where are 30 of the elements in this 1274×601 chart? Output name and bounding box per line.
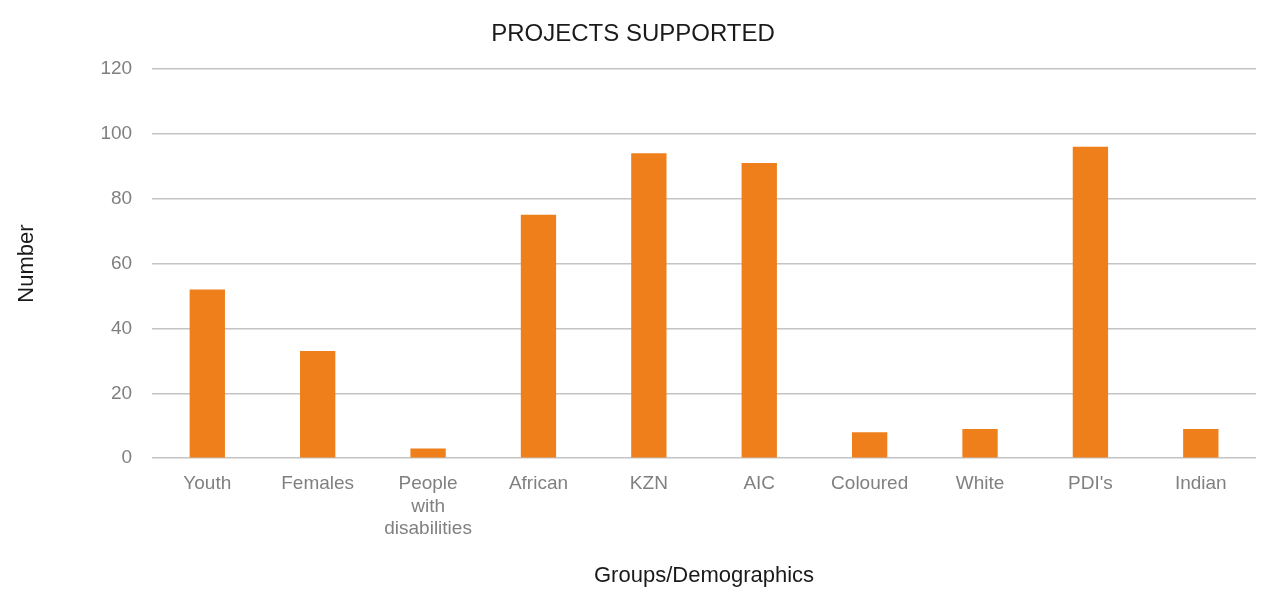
bar: [851, 432, 888, 458]
x-tick-label: KZN: [629, 471, 668, 493]
bar: [410, 448, 446, 458]
bar: [741, 162, 777, 458]
x-tick-label: African: [508, 471, 569, 493]
y-tick-label: 80: [110, 186, 133, 208]
y-tick-label: 20: [110, 381, 133, 403]
x-tick-label: Youth: [183, 471, 232, 493]
x-axis-title: Groups/Demographics: [594, 561, 815, 587]
y-tick-label: 120: [100, 57, 133, 79]
bar: [1072, 146, 1109, 458]
x-tick-label: Females: [281, 471, 355, 493]
x-tick-label: White: [955, 471, 1005, 493]
bar: [962, 429, 998, 458]
x-tick-label: AIC: [743, 471, 776, 493]
x-tick-label: Indian: [1174, 471, 1227, 493]
bar: [189, 289, 225, 458]
y-tick-label: 60: [110, 251, 133, 273]
x-tick-label: People with disabilities: [384, 471, 472, 539]
y-tick-label: 40: [110, 316, 133, 338]
chart-title: PROJECTS SUPPORTED: [491, 19, 775, 47]
x-tick-label: Coloured: [831, 471, 909, 493]
y-tick-label: 0: [121, 446, 133, 468]
bar: [1183, 429, 1219, 458]
bar: [300, 351, 336, 458]
x-tick-label: PDI's: [1068, 471, 1113, 493]
bar: [520, 214, 557, 458]
y-axis-title: Number: [13, 224, 39, 303]
bar: [631, 153, 667, 458]
y-tick-label: 100: [100, 121, 133, 143]
